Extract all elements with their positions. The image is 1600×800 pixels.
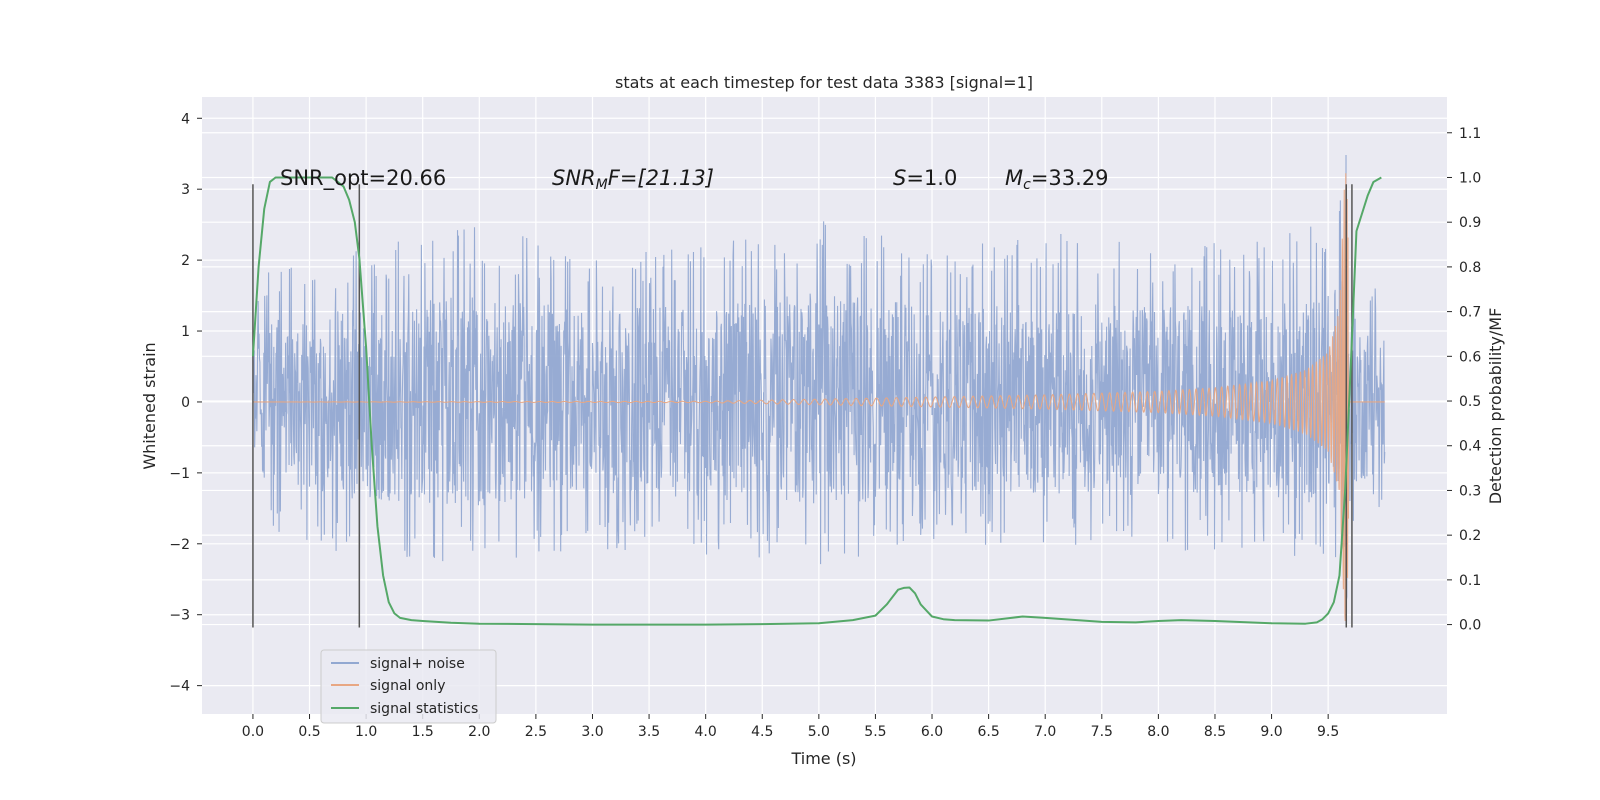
left-y-tick-label: 1 xyxy=(181,324,190,340)
legend-label-stats: signal statistics xyxy=(370,701,478,717)
annotation-snr-mf-f: F=[21.13] xyxy=(608,166,714,190)
x-tick-label: 5.5 xyxy=(864,724,886,740)
annotation-mc-symbol: M xyxy=(1005,166,1023,190)
series-signal-statistics xyxy=(251,176,1382,626)
x-tick-label: 2.0 xyxy=(468,724,490,740)
legend-label-signal: signal only xyxy=(370,678,445,694)
right-y-tick-label: 0.2 xyxy=(1459,528,1481,544)
right-y-axis-ticks: 1.1 1.0 0.9 0.8 0.7 0.6 0.5 0.4 0.3 0.2 0.1 0.0 xyxy=(1447,126,1481,634)
right-y-tick-label: 0.7 xyxy=(1459,305,1481,321)
annotation-mc-sub: c xyxy=(1023,177,1031,193)
series-signal-only-line xyxy=(252,173,1385,622)
x-axis-label: Time (s) xyxy=(790,749,856,768)
x-tick-label: 8.5 xyxy=(1204,724,1226,740)
right-y-tick-label: 0.6 xyxy=(1459,349,1481,365)
left-y-tick-label: −1 xyxy=(169,466,190,482)
x-tick-label: 4.5 xyxy=(751,724,773,740)
x-tick-label: 1.0 xyxy=(355,724,377,740)
annotation-snr-mf: SNRMF=[21.13] xyxy=(552,166,714,193)
annotation-snr-opt: SNR_opt=20.66 xyxy=(280,166,446,191)
x-tick-label: 4.0 xyxy=(695,724,717,740)
x-tick-label: 2.5 xyxy=(525,724,547,740)
legend: signal+ noise signal only signal statist… xyxy=(320,649,497,724)
left-y-tick-label: 2 xyxy=(181,253,190,269)
left-y-tick-label: −3 xyxy=(169,608,190,624)
x-tick-label: 5.0 xyxy=(808,724,830,740)
x-tick-label: 6.5 xyxy=(977,724,999,740)
x-axis-ticks: 0.0 0.5 1.0 1.5 2.0 2.5 3.0 3.5 4.0 4.5 5.0 5.5 6.0 6… xyxy=(242,714,1339,740)
annotation-s: S=1.0 xyxy=(893,166,957,190)
right-y-tick-label: 0.9 xyxy=(1459,215,1481,231)
annotation-s-value: =1.0 xyxy=(906,166,957,190)
x-tick-label: 9.0 xyxy=(1260,724,1282,740)
right-y-axis-label: Detection probability/MF xyxy=(1486,308,1505,505)
x-tick-label: 7.5 xyxy=(1091,724,1113,740)
right-y-tick-label: 0.4 xyxy=(1459,439,1481,455)
x-tick-label: 0.5 xyxy=(298,724,320,740)
right-y-tick-label: 0.0 xyxy=(1459,618,1481,634)
x-tick-label: 1.5 xyxy=(412,724,434,740)
series-signal-plus-noise-line xyxy=(252,155,1386,600)
right-y-tick-label: 1.0 xyxy=(1459,170,1481,186)
vertical-markers xyxy=(252,184,1353,628)
chart-title: stats at each timestep for test data 338… xyxy=(615,73,1033,92)
legend-label-noise: signal+ noise xyxy=(370,656,465,672)
annotation-mc: Mc=33.29 xyxy=(1005,166,1109,193)
x-tick-label: 7.0 xyxy=(1034,724,1056,740)
annotation-snr-mf-base: SNR xyxy=(552,166,596,190)
left-y-tick-label: 4 xyxy=(181,111,190,127)
right-y-tick-label: 0.5 xyxy=(1459,394,1481,410)
annotation-s-symbol: S xyxy=(893,166,906,190)
right-y-tick-label: 0.3 xyxy=(1459,483,1481,499)
left-y-axis-label: Whitened strain xyxy=(140,342,159,469)
right-y-tick-label: 1.1 xyxy=(1459,126,1481,142)
series-signal-plus-noise xyxy=(252,155,1386,600)
x-tick-label: 8.0 xyxy=(1147,724,1169,740)
left-y-tick-label: −2 xyxy=(169,537,190,553)
left-y-tick-label: 0 xyxy=(181,395,190,411)
left-y-tick-label: 3 xyxy=(181,182,190,198)
legend-box xyxy=(320,649,497,724)
series-signal-statistics-line xyxy=(251,176,1382,626)
left-y-tick-label: −4 xyxy=(169,679,190,695)
series-signal-only xyxy=(252,173,1385,622)
x-tick-label: 0.0 xyxy=(242,724,264,740)
x-tick-label: 6.0 xyxy=(921,724,943,740)
right-y-tick-label: 0.1 xyxy=(1459,573,1481,589)
annotation-snr-mf-sub: M xyxy=(596,177,608,193)
right-y-tick-label: 0.8 xyxy=(1459,260,1481,276)
left-y-axis-ticks: 4 3 2 1 0 −1 −2 −3 −4 xyxy=(169,111,202,695)
x-tick-label: 3.0 xyxy=(581,724,603,740)
x-tick-label: 9.5 xyxy=(1317,724,1339,740)
annotation-mc-value: =33.29 xyxy=(1031,166,1109,190)
x-tick-label: 3.5 xyxy=(638,724,660,740)
